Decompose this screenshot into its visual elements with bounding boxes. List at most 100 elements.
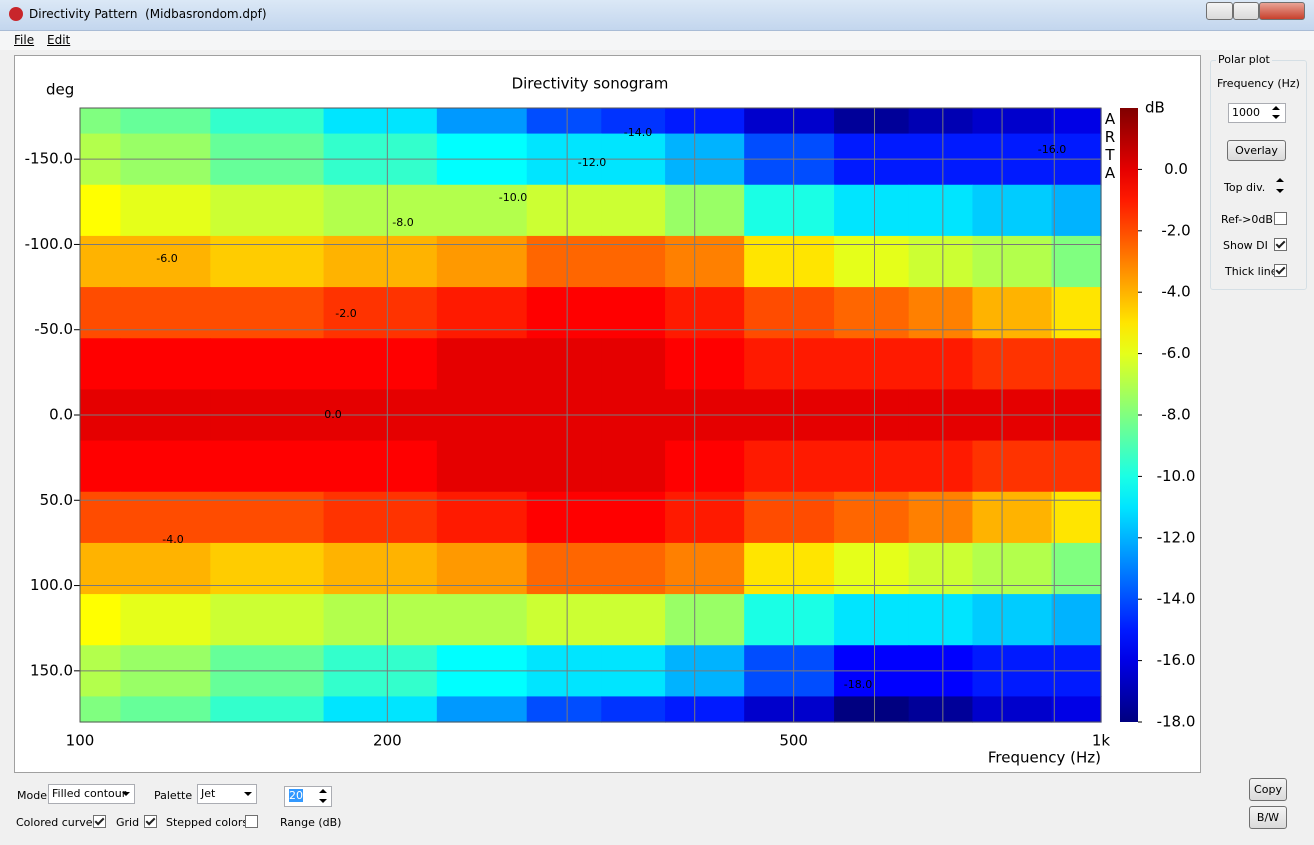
copy-button[interactable]: Copy (1249, 778, 1287, 801)
heatmap-cell (834, 491, 910, 544)
contour-label: -2.0 (335, 307, 356, 320)
heatmap-cell (1051, 440, 1102, 493)
y-tick-label: 0.0 (49, 406, 73, 424)
contour-label: -14.0 (624, 126, 652, 139)
spin-up[interactable] (1272, 106, 1280, 110)
checkbox[interactable] (93, 815, 106, 828)
heatmap-cell (834, 184, 910, 237)
x-tick-label: 200 (373, 732, 402, 750)
heatmap-cell (1051, 108, 1102, 135)
colorbar-tick-label: -10.0 (1157, 467, 1196, 485)
heatmap-cell (436, 235, 528, 288)
heatmap-cell (744, 235, 835, 288)
heatmap-cell (120, 184, 211, 237)
heatmap-cell (601, 287, 666, 339)
heatmap-cell (526, 108, 602, 135)
title-bar (0, 0, 1314, 31)
heatmap-cell (323, 440, 438, 493)
checkbox[interactable] (1274, 264, 1287, 277)
menu-item[interactable]: File (14, 33, 35, 47)
overlay-button[interactable]: Overlay (1227, 140, 1286, 161)
heatmap-cell (526, 542, 602, 595)
heatmap-cell (601, 108, 666, 135)
polar-group (1210, 60, 1307, 290)
range-value: 20 (289, 789, 303, 802)
spin-up[interactable] (1276, 178, 1284, 182)
heatmap-cell (436, 594, 528, 646)
heatmap-cell (972, 594, 1053, 646)
heatmap-cell (908, 184, 974, 237)
checkbox[interactable] (1274, 212, 1287, 225)
palette-select[interactable]: Jet (197, 784, 257, 804)
spin-down[interactable] (1276, 189, 1284, 193)
close-button[interactable] (1259, 2, 1305, 20)
maximize-button[interactable] (1233, 2, 1259, 20)
heatmap-cell (323, 108, 438, 135)
heatmap-cell (744, 287, 835, 339)
heatmap-cell (665, 542, 745, 595)
y-tick-label: -150.0 (25, 150, 73, 168)
colorbar-tick-label: -18.0 (1157, 713, 1196, 731)
heatmap-cell (526, 440, 602, 493)
heatmap-cell (601, 491, 666, 544)
heatmap-cell (665, 108, 745, 135)
heatmap-cell (908, 491, 974, 544)
heatmap-cell (80, 287, 122, 339)
mode-select[interactable]: Filled contour (48, 784, 135, 804)
heatmap-cell (972, 287, 1053, 339)
heatmap-cell (210, 338, 325, 391)
heatmap-cell (526, 235, 602, 288)
frequency-label: Frequency (Hz) (1217, 77, 1300, 90)
heatmap-cell (436, 108, 528, 135)
heatmap-cell (210, 287, 325, 339)
watermark: ARTA (1101, 110, 1119, 182)
heatmap-cell (323, 235, 438, 288)
checkbox[interactable] (245, 815, 258, 828)
contour-label: -16.0 (1038, 143, 1066, 156)
y-tick-label: 100.0 (30, 576, 73, 594)
heatmap-cell (526, 491, 602, 544)
minimize-button[interactable] (1206, 2, 1233, 20)
heatmap-cell (436, 184, 528, 237)
y-tick-label: -100.0 (25, 235, 73, 253)
heatmap-cell (210, 594, 325, 646)
heatmap-cell (744, 696, 835, 723)
chart-panel: Directivity sonogram deg Frequency (Hz) … (14, 55, 1201, 773)
menu-item[interactable]: Edit (47, 33, 71, 47)
heatmap-cell (436, 542, 528, 595)
heatmap-cell (972, 491, 1053, 544)
heatmap-cell (972, 338, 1053, 391)
checkbox[interactable] (144, 815, 157, 828)
heatmap-cell (436, 338, 528, 391)
spin-down[interactable] (319, 799, 327, 803)
heatmap-cell (80, 235, 122, 288)
heatmap-cell (972, 542, 1053, 595)
window-title: Directivity Pattern (Midbasrondom.dpf) (29, 7, 267, 21)
heatmap-cell (436, 440, 528, 493)
y-axis-label: deg (46, 81, 74, 99)
heatmap-cell (665, 338, 745, 391)
spin-up[interactable] (319, 789, 327, 793)
heatmap-cell (972, 184, 1053, 237)
heatmap-cell (665, 235, 745, 288)
heatmap-cell (80, 440, 122, 493)
spin-down[interactable] (1272, 115, 1280, 119)
heatmap-cell (323, 491, 438, 544)
heatmap-cell (601, 440, 666, 493)
checkbox[interactable] (1274, 238, 1287, 251)
frequency-input[interactable]: 1000 (1228, 103, 1286, 123)
heatmap-cell (834, 542, 910, 595)
heatmap-cell (80, 491, 122, 544)
heatmap-cell (323, 338, 438, 391)
bw-button[interactable]: B/W (1249, 806, 1287, 829)
y-tick-label: -50.0 (34, 320, 73, 338)
mode-label: Mode (17, 789, 47, 802)
heatmap-cell (436, 491, 528, 544)
heatmap-cell (526, 287, 602, 339)
heatmap-cell (80, 338, 122, 391)
heatmap-cell (1051, 491, 1102, 544)
heatmap-cell (601, 696, 666, 723)
heatmap-cell (908, 287, 974, 339)
x-tick-label: 500 (779, 732, 808, 750)
heatmap-cell (834, 594, 910, 646)
